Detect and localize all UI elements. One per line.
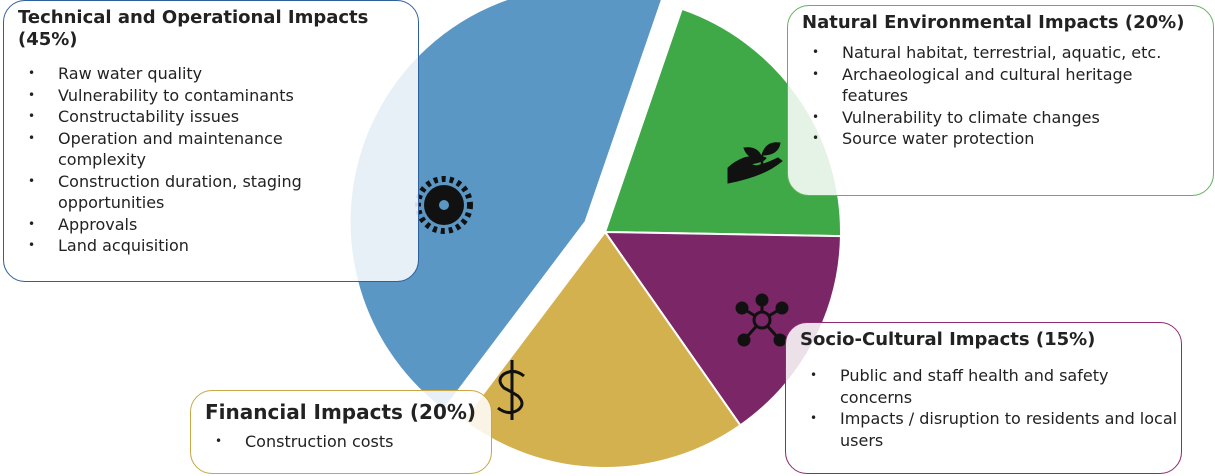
bullet-item: Natural habitat, terrestrial, aquatic, e… (812, 42, 1202, 64)
callout-title: Socio-Cultural Impacts (15%) (800, 329, 1167, 351)
bullet-item: Impacts / disruption to residents and lo… (810, 408, 1180, 451)
value-label: (45%) (18, 29, 78, 50)
bullet-list: Construction costs (205, 431, 505, 453)
icon-dollar (497, 360, 525, 420)
bullet-item: Raw water quality (28, 63, 358, 85)
bullet-list: Public and staff health and safety conce… (800, 365, 1180, 451)
bullet-item: Approvals (28, 214, 358, 236)
icon-gear (415, 176, 473, 234)
value-label: (15%) (1035, 329, 1096, 350)
callout-box: Natural Environmental Impacts (20%)Natur… (787, 5, 1214, 196)
category-name: Natural Environmental Impacts (802, 12, 1119, 33)
callout-box: Socio-Cultural Impacts (15%) Public and s… (785, 322, 1182, 474)
bullet-item: Source water protection (812, 128, 1202, 150)
category-name: Technical and Operational Impacts (18, 7, 369, 28)
value-label: (20%) (409, 400, 477, 424)
callout-title: Natural Environmental Impacts (20%) (802, 12, 1199, 34)
callout-box: Financial Impacts (20%)Construction cost… (190, 390, 492, 474)
bullet-item: Construction costs (215, 431, 505, 453)
category-name: Socio-Cultural Impacts (800, 329, 1030, 350)
callout-box: Technical and Operational Impacts (45%) R… (3, 0, 419, 282)
bullet-item: Land acquisition (28, 235, 358, 257)
icon-plant-hand (727, 142, 783, 184)
callout-title: Technical and Operational Impacts (45%) (18, 7, 404, 51)
category-name: Financial Impacts (205, 400, 403, 424)
icon-network (735, 293, 789, 347)
bullet-item: Construction duration, staging opportuni… (28, 171, 358, 214)
bullet-item: Operation and maintenance complexity (28, 128, 358, 171)
bullet-list: Natural habitat, terrestrial, aquatic, e… (802, 42, 1202, 150)
bullet-list: Raw water qualityVulnerability to contam… (18, 63, 358, 257)
bullet-item: Vulnerability to contaminants (28, 85, 358, 107)
value-label: (20%) (1124, 12, 1185, 33)
bullet-item: Vulnerability to climate changes (812, 107, 1202, 129)
bullet-item: Public and staff health and safety conce… (810, 365, 1180, 408)
bullet-item: Archaeological and cultural heritage fea… (812, 64, 1202, 107)
callout-title: Financial Impacts (20%) (205, 401, 477, 423)
bullet-item: Constructability issues (28, 106, 358, 128)
